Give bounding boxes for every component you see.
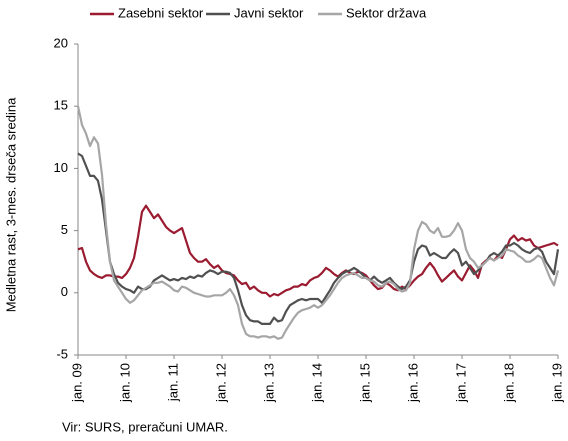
y-tick-label: 15	[54, 98, 68, 113]
x-tick-label: jan. 16	[405, 363, 420, 403]
y-tick-label: 20	[54, 35, 68, 50]
legend-label: Sektor država	[346, 5, 427, 20]
x-tick-label: jan. 19	[549, 363, 564, 403]
x-tick-label: jan. 15	[357, 363, 372, 403]
y-tick-label: -5	[56, 346, 68, 361]
line-series	[77, 152, 560, 325]
x-tick-label: jan. 13	[261, 363, 276, 403]
x-tick-label: jan. 18	[501, 363, 516, 403]
y-tick-label: 5	[61, 222, 68, 237]
x-tick-label: jan. 14	[309, 363, 324, 403]
line-series	[76, 105, 560, 340]
x-tick-label: jan. 11	[165, 363, 180, 402]
x-tick-label: jan. 17	[453, 363, 468, 403]
y-axis-label: Medletna rast, 3-mes. drseča sredina	[3, 97, 18, 312]
y-tick-label: 0	[61, 284, 68, 299]
y-tick-label: 10	[54, 160, 68, 175]
legend-label: Zasebni sektor	[118, 5, 204, 20]
x-tick-label: jan. 10	[117, 363, 132, 403]
x-tick-label: jan. 09	[69, 363, 84, 403]
source: Vir: SURS, preračuni UMAR.	[62, 419, 228, 434]
line-series	[77, 204, 559, 298]
x-tick-label: jan. 12	[213, 363, 228, 403]
legend-label: Javni sektor	[234, 5, 304, 20]
